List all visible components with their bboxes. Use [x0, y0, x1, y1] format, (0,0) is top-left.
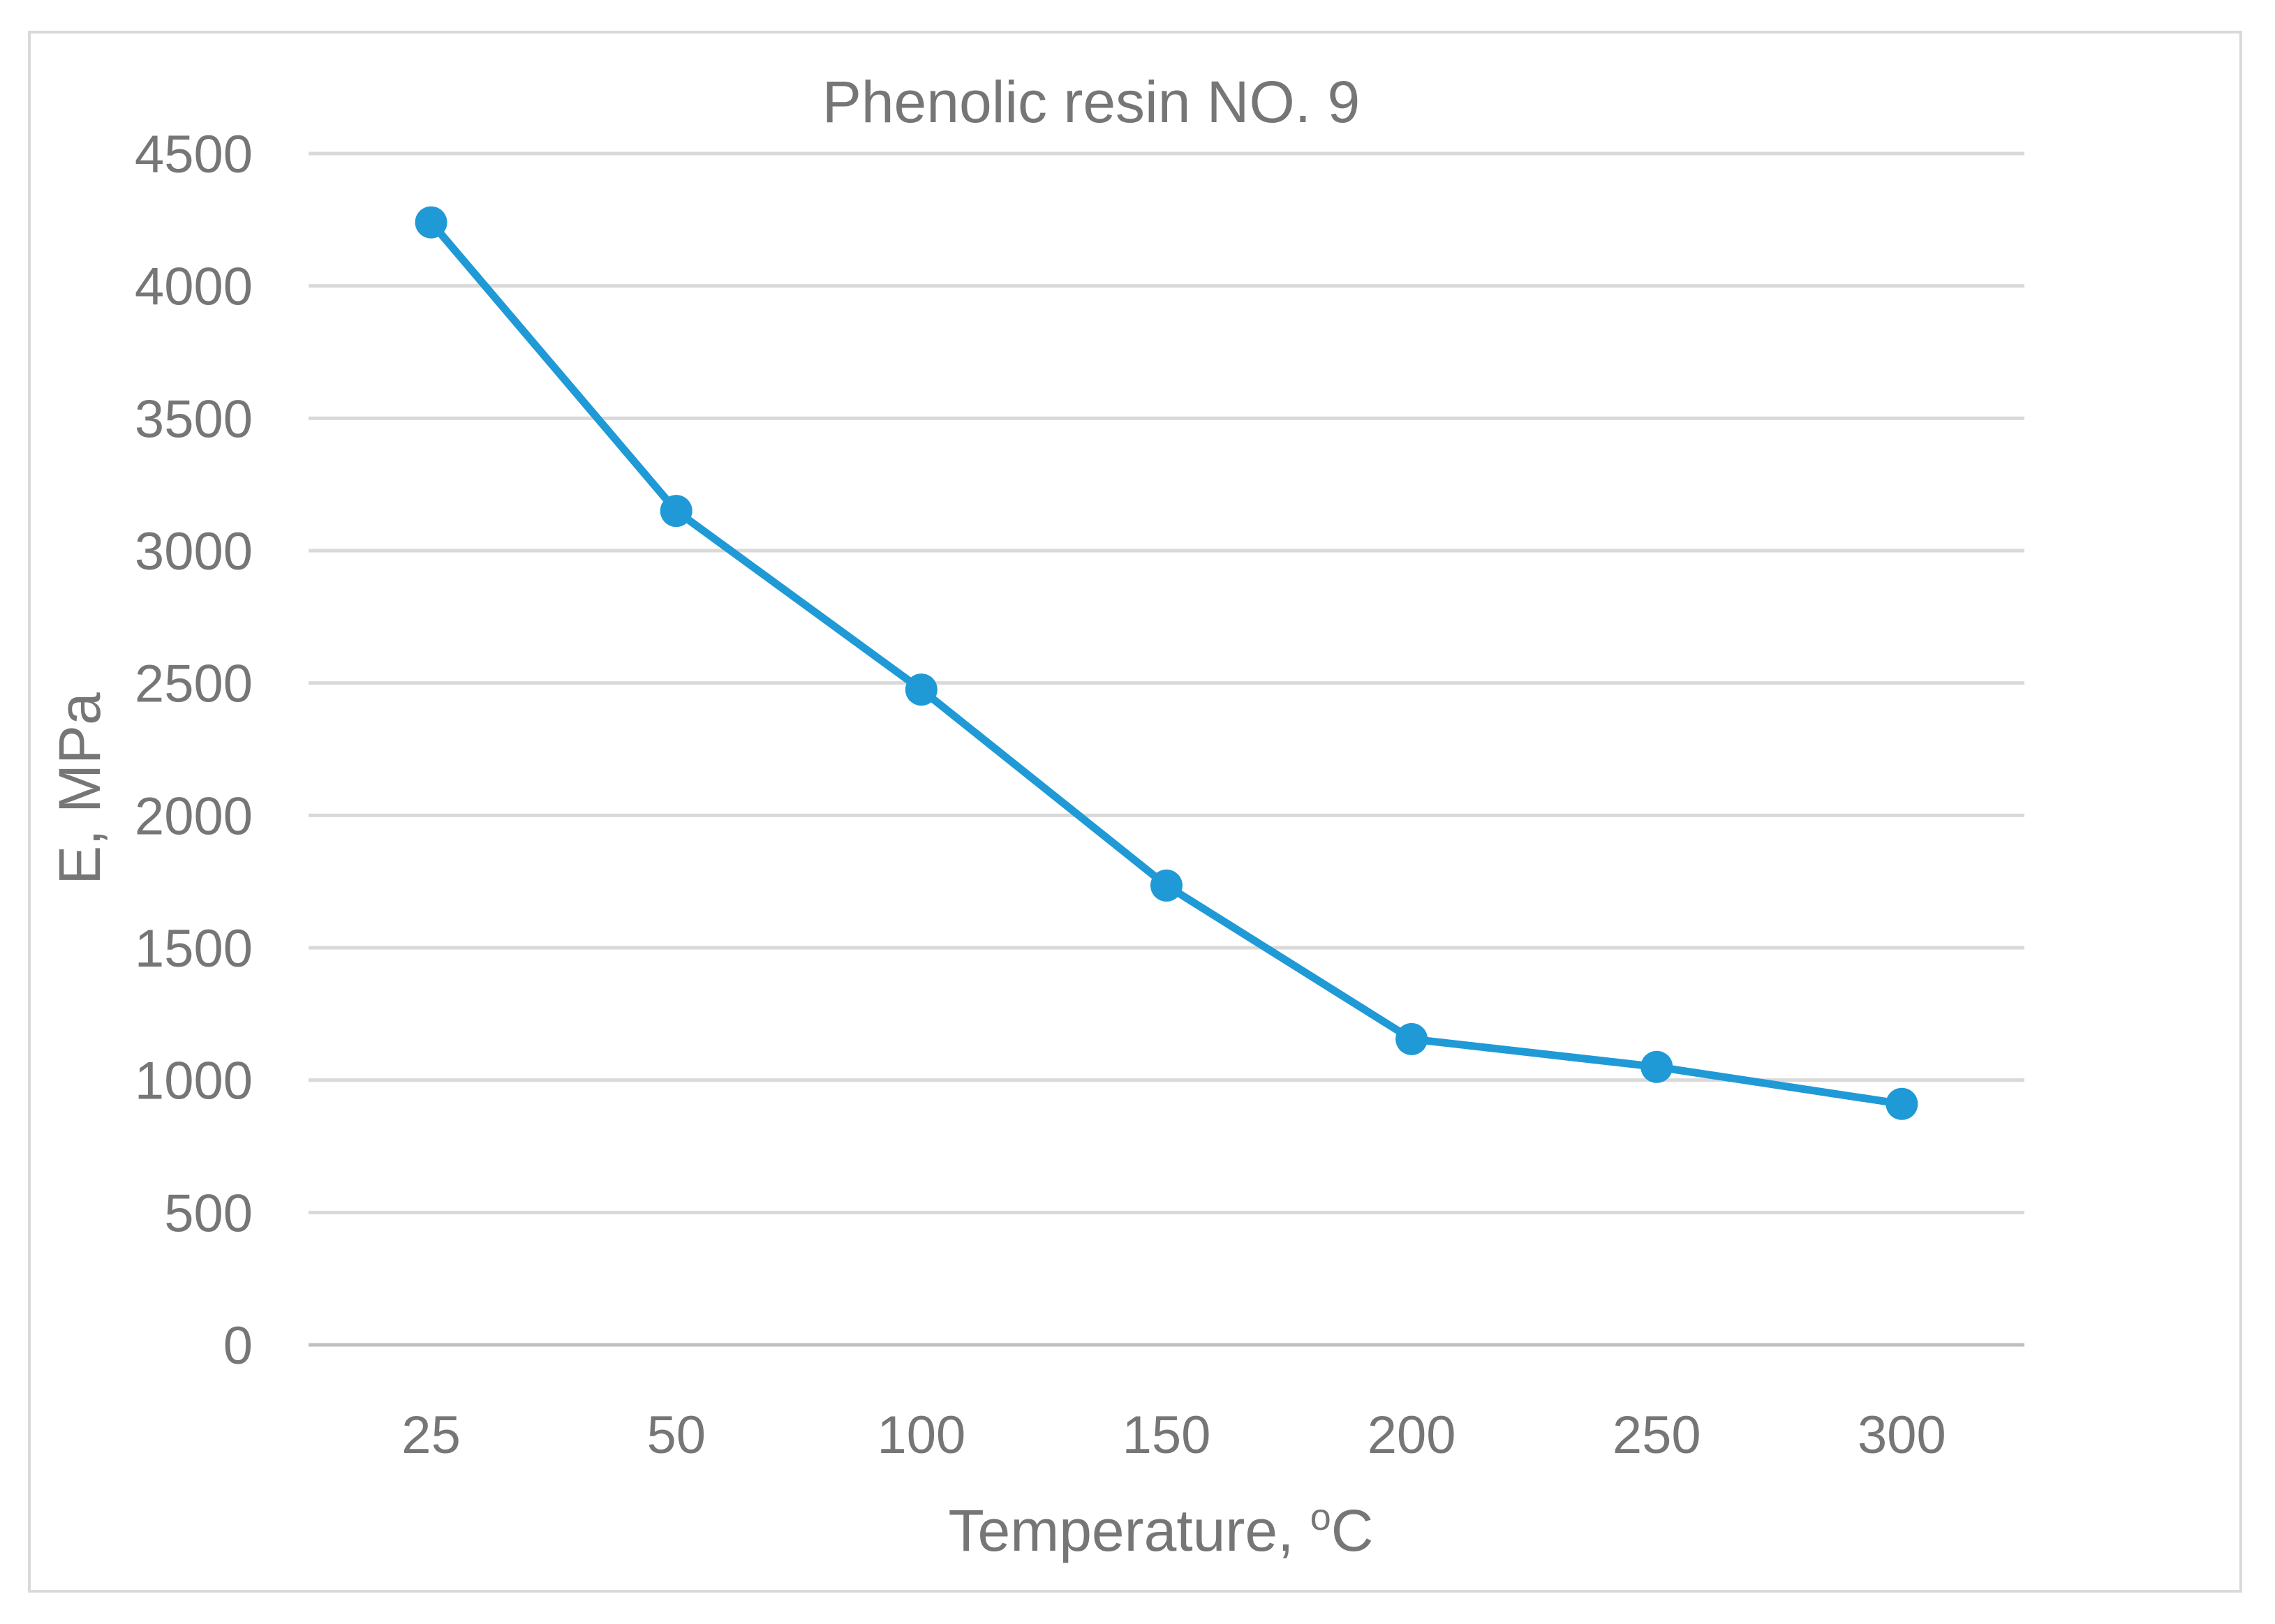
series-line: [427, 218, 1906, 1108]
x-axis-label-degree: o: [1310, 1496, 1331, 1538]
x-tick-label: 250: [1613, 1406, 1701, 1465]
data-point: [660, 495, 692, 528]
chart-frame: [28, 31, 2242, 1593]
series-group: [415, 206, 1918, 1120]
chart-title: Phenolic resin NO. 9: [822, 69, 1360, 135]
y-tick-label: 2000: [135, 787, 253, 846]
data-point: [905, 673, 938, 706]
y-tick-label: 1500: [135, 919, 253, 978]
x-tick-label: 300: [1858, 1406, 1946, 1465]
y-tick-label: 3500: [135, 389, 253, 449]
y-tick-label: 500: [164, 1184, 253, 1243]
x-tick-label: 25: [401, 1406, 461, 1465]
x-tick-labels: 25 50 100 150 200 250 300: [401, 1406, 1946, 1465]
x-tick-label: 150: [1122, 1406, 1211, 1465]
data-point: [1640, 1050, 1673, 1083]
y-tick-label: 4000: [135, 258, 253, 317]
y-axis-label: E, MPa: [47, 692, 112, 885]
y-tick-label: 1000: [135, 1052, 253, 1111]
data-point: [1150, 869, 1183, 902]
y-tick-labels: 0 500 1000 1500 2000 2500 3000 3500 4000 4500: [135, 125, 253, 1376]
data-point: [1885, 1087, 1918, 1120]
y-tick-label: 3000: [135, 522, 253, 581]
x-axis-label-main: Temperature,: [949, 1498, 1310, 1563]
x-tick-label: 100: [877, 1406, 965, 1465]
y-gridlines: [309, 151, 2024, 1214]
data-point: [415, 206, 447, 239]
data-point: [1395, 1022, 1428, 1055]
x-axis-label: Temperature, oC: [949, 1496, 1374, 1563]
y-tick-label: 2500: [135, 655, 253, 714]
x-tick-label: 50: [646, 1406, 706, 1465]
x-tick-label: 200: [1368, 1406, 1456, 1465]
x-axis-label-unit: C: [1331, 1498, 1374, 1563]
y-tick-label: 0: [223, 1316, 253, 1376]
y-tick-label: 4500: [135, 125, 253, 184]
